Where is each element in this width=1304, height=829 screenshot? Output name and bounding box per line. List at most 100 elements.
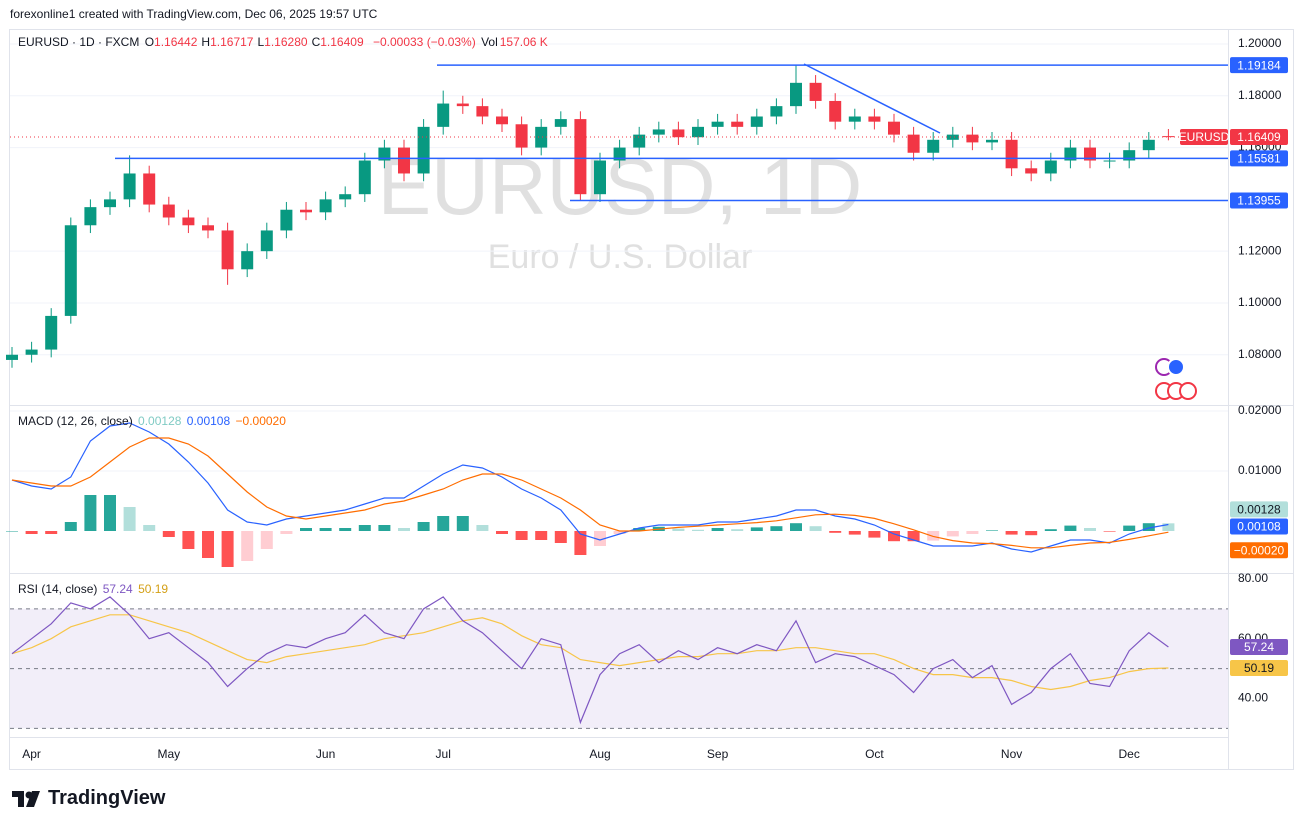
macd-histogram-bar xyxy=(280,531,293,534)
watermark-subtitle: Euro / U.S. Dollar xyxy=(488,238,753,276)
y-tick-label: 0.01000 xyxy=(1238,463,1282,477)
macd-histogram-bar xyxy=(339,528,352,531)
change: −0.00033 (−0.03%) xyxy=(372,35,476,49)
candle-body xyxy=(652,129,665,135)
candle-body xyxy=(1005,139,1018,169)
candle-body xyxy=(280,209,293,231)
candle-body xyxy=(986,139,998,143)
rsi-line xyxy=(11,596,1169,725)
candle-body xyxy=(25,349,38,355)
ohlc-key: H xyxy=(201,35,211,49)
macd-histogram-bar xyxy=(162,531,175,537)
last-value-label: 0.00108 xyxy=(1237,520,1281,534)
candle-body xyxy=(888,121,900,135)
y-tick-label: 1.10000 xyxy=(1238,295,1282,309)
x-tick-label: Nov xyxy=(1001,747,1022,761)
macd-histogram-bar xyxy=(1025,531,1038,536)
y-tick-label: 1.20000 xyxy=(1238,36,1282,50)
macd-histogram-bar xyxy=(45,531,58,534)
candle-body xyxy=(260,230,273,252)
last-value-label: 50.19 xyxy=(1244,661,1274,675)
macd-histogram-bar xyxy=(907,531,920,542)
macd-histogram-bar xyxy=(104,495,116,531)
news-icons xyxy=(1155,358,1197,400)
last-value-label-box xyxy=(1230,518,1288,535)
icon[interactable] xyxy=(1179,382,1197,400)
icon[interactable] xyxy=(1167,358,1185,376)
macd-histogram-bar xyxy=(692,529,704,531)
macd-histogram-bar xyxy=(398,528,410,531)
macd-histogram-bar xyxy=(672,528,685,531)
macd-histogram-bar xyxy=(966,531,979,534)
candle-body xyxy=(241,251,254,270)
last-value-label-box xyxy=(1230,660,1288,677)
x-tick-label: Oct xyxy=(865,747,884,761)
symbol-label: EURUSD xyxy=(1179,130,1230,144)
candle-body xyxy=(456,103,469,107)
macd-histogram-bar xyxy=(574,531,587,555)
macd-histogram-bar xyxy=(417,522,430,531)
candle-body xyxy=(64,225,77,316)
candle-body xyxy=(711,121,724,127)
candle-body xyxy=(731,121,744,127)
candle-body xyxy=(1084,147,1096,161)
candle-body xyxy=(143,173,156,205)
candle-body xyxy=(515,124,528,148)
candle-body xyxy=(574,119,587,195)
candle-body xyxy=(692,126,704,138)
macd-histogram-bar xyxy=(221,531,234,567)
macd-histogram-bar xyxy=(1064,525,1077,531)
level-label: 1.15581 xyxy=(1237,152,1281,166)
candle-body xyxy=(339,194,352,200)
trend-line xyxy=(803,63,941,134)
y-tick-label: 1.12000 xyxy=(1238,243,1282,257)
macd-histogram-bar xyxy=(888,531,900,542)
macd-histogram-bar xyxy=(848,531,861,535)
candle-body xyxy=(848,116,861,122)
last-value-label-box xyxy=(1230,501,1288,518)
price-pane: 1.080001.100001.120001.160001.180001.200… xyxy=(6,36,1288,368)
candle-body xyxy=(1123,150,1136,161)
macd-histogram-bar xyxy=(143,525,156,531)
candle-body xyxy=(966,134,979,143)
macd-histogram-bar xyxy=(25,531,38,534)
candle-body xyxy=(809,82,822,101)
macd-histogram-bar xyxy=(1005,531,1018,535)
macd-line xyxy=(11,437,1169,549)
macd-pane: 0.01000 0.02000 0.00128 0.00108 −0.00020 xyxy=(6,403,1288,567)
macd-histogram-bar xyxy=(319,528,332,531)
level-label: 1.13955 xyxy=(1237,194,1281,208)
last-price-label: 1.16409 xyxy=(1237,130,1281,144)
price-legend: EURUSD · 1D · FXCM O1.16442 H1.16717 L1.16… xyxy=(18,35,550,49)
candle-body xyxy=(84,207,97,226)
y-tick-label: 1.08000 xyxy=(1238,347,1282,361)
macd-histogram-bar xyxy=(946,531,959,537)
candle-body xyxy=(182,217,195,226)
candle-body xyxy=(633,134,646,148)
macd-histogram-bar xyxy=(123,507,136,531)
level-label: 1.19184 xyxy=(1237,58,1281,72)
candle-body xyxy=(907,134,920,153)
ohlc: O1.16442 H1.16717 L1.16280 C1.16409 xyxy=(145,35,368,49)
ohlc-key: L xyxy=(257,35,265,49)
macd-histogram-bar xyxy=(633,528,646,531)
macd-histogram-bar xyxy=(535,531,548,540)
candle-body xyxy=(829,100,842,122)
candle-body xyxy=(417,126,430,174)
last-value-label: −0.00020 xyxy=(1234,543,1285,557)
candle-body xyxy=(927,139,940,153)
candle-body xyxy=(1103,160,1116,162)
x-tick-label: Dec xyxy=(1119,747,1140,761)
candle-body xyxy=(476,106,489,117)
ohlc-text: 1.16717 xyxy=(210,35,254,49)
macd-histogram-bar xyxy=(1123,525,1136,531)
macd-line xyxy=(11,422,1169,553)
candle-body xyxy=(672,129,685,138)
candle-body xyxy=(1044,160,1057,174)
macd-title: MACD (12, 26, close) xyxy=(18,414,133,428)
macd-histogram-bar xyxy=(554,531,567,543)
macd-histogram-bar xyxy=(515,531,528,540)
macd-histogram-bar xyxy=(770,526,783,531)
